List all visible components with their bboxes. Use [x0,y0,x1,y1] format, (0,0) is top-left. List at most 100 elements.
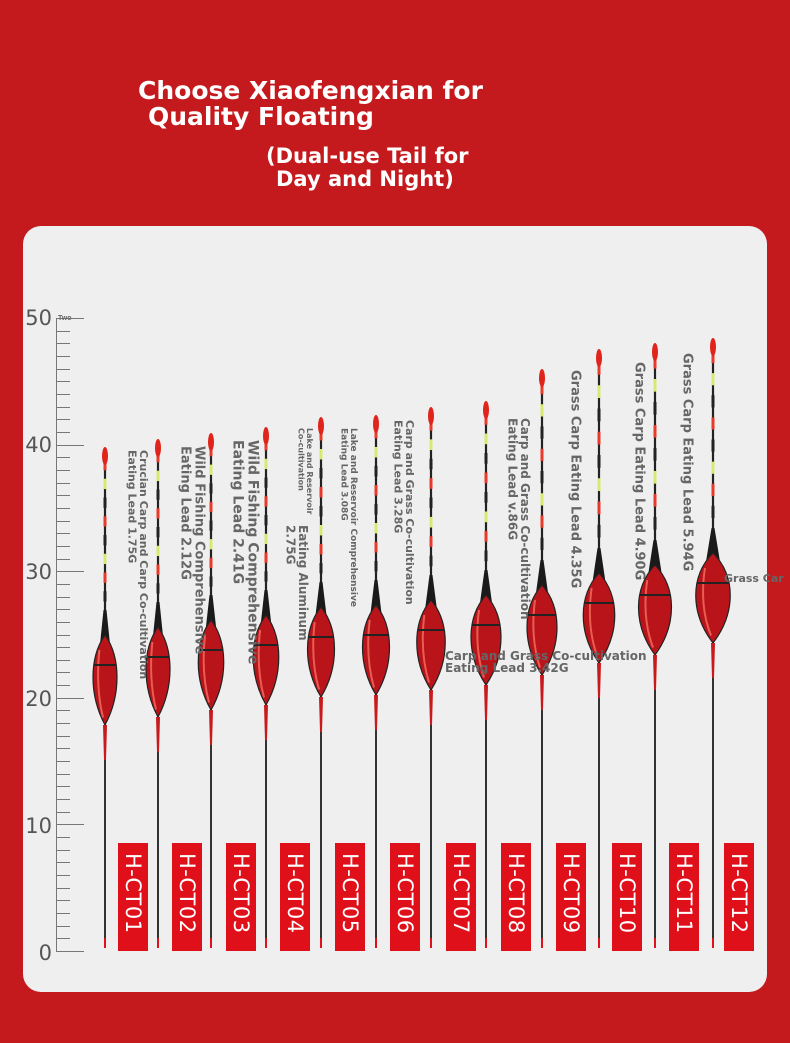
ruler-tick [56,761,70,763]
ruler-tick [56,786,70,788]
ruler-tick [56,710,70,712]
float-tip [318,417,324,435]
code-badge-ct08: H-CT08 [501,843,531,951]
ruler-tick [56,583,70,585]
ruler-label-40: 40 [25,433,52,457]
ruler-tick [56,609,70,611]
float-body-highlight [150,641,157,710]
ruler-tick [56,735,70,737]
float-body-highlight [702,567,712,636]
ruler-tick [56,355,70,357]
float-tip [596,349,602,367]
ruler-tick [56,887,70,889]
float-body-highlight [97,649,104,718]
float-body-highlight [644,579,654,648]
float-label-ct04: Lake and Reservoir Co-cultivation [296,428,314,515]
ruler-tick [56,406,70,408]
float-tip [539,369,545,387]
ruler-tick [56,520,70,522]
code-badge-ct09: H-CT09 [556,843,586,951]
ruler-tick [56,849,70,851]
float-tip [208,433,214,451]
ruler-tick [56,596,70,598]
ruler-tick [56,799,70,801]
float-tail [711,643,715,678]
ruler-tick [56,875,70,877]
ruler-tick [56,469,70,471]
ruler-tick [56,457,70,459]
float-label-ct07: Carp and Grass Co-cultivation Eating Lea… [445,649,647,675]
ruler-tick [56,773,70,775]
float-tip [373,415,379,433]
float-tip [155,439,161,457]
code-badge-ct03: H-CT03 [226,843,256,951]
ruler-label-20: 20 [25,687,52,711]
ruler-tick [56,482,70,484]
subtitle-line-2: Day and Night) [276,167,454,191]
ruler-tick [56,837,70,839]
ruler-tick [56,330,70,332]
ruler-label-30: 30 [25,560,52,584]
float-body [307,606,335,699]
title-line-1: Choose Xiaofengxian for [138,76,483,105]
code-badge-ct05: H-CT05 [335,843,365,951]
float-label-ct08: Carp and Grass Co-cultivation Eating Lea… [505,418,533,620]
float-body-highlight [257,629,265,698]
float-body [92,633,118,727]
float-label-ct05: Lake and Reservoir Comprehensive Eating … [338,428,358,607]
float-body-highlight [367,619,375,688]
float-tail [484,685,488,720]
ruler-tick [56,672,70,674]
ruler-tick [56,925,70,927]
ruler-tick [56,811,70,813]
ruler-tick [56,900,70,902]
code-badge-ct06: H-CT06 [390,843,420,951]
ruler-tick [56,913,70,915]
float-tip [710,338,716,356]
code-badge-ct12: H-CT12 [724,843,754,951]
ruler-tick [56,647,70,649]
float-tip [428,407,434,425]
ruler-tick [56,938,70,940]
code-badge-ct04: H-CT04 [280,843,310,951]
ruler-tick [56,571,84,573]
float-tail [429,690,433,725]
ruler-tick [56,431,70,433]
ruler-tick [56,545,70,547]
float-tail [374,695,378,730]
float-body-highlight [476,609,485,678]
ruler-tick [56,697,84,699]
float-tip [263,427,269,445]
code-badge-ct10: H-CT10 [612,843,642,951]
float-label-ct06: Carp and Grass Co-cultivation Eating Lea… [391,420,417,605]
float-body-highlight [312,621,320,690]
ruler-tick [56,343,70,345]
ruler-label-10: 10 [25,814,52,838]
ruler-tick [56,533,70,535]
ruler-tick [56,507,70,509]
ruler-tick [56,444,84,446]
float-tip [102,447,108,465]
code-badge-ct07: H-CT07 [446,843,476,951]
float-tail [156,717,160,752]
float-tip [652,343,658,361]
ruler-label-50: 50 [25,306,52,330]
ruler-tick [56,659,70,661]
float-tail [653,655,657,690]
ruler-tick [56,723,70,725]
float-tail [540,675,544,710]
float-body-highlight [532,599,541,668]
float-label-ct11: Grass Carp Eating Lead 5.94G [679,353,695,572]
code-badge-ct01: H-CT01 [118,843,148,951]
ruler-tick [56,495,70,497]
float-label-ct01: Crucian Carp and Carp Co-cultivation Eat… [125,450,151,680]
float-label-ct02: Wild Fishing Comprehensive Eating Lead 2… [177,446,207,655]
float-label-ct09: Grass Carp Eating Lead 4.35G [567,370,583,589]
ruler-tick [56,748,70,750]
float-tip [483,401,489,419]
code-badge-ct02: H-CT02 [172,843,202,951]
float-label-ct04-b: Eating Aluminum 2.75G [283,525,311,641]
ruler-tick [56,862,70,864]
ruler-tick [56,621,70,623]
float-tail [103,725,107,760]
